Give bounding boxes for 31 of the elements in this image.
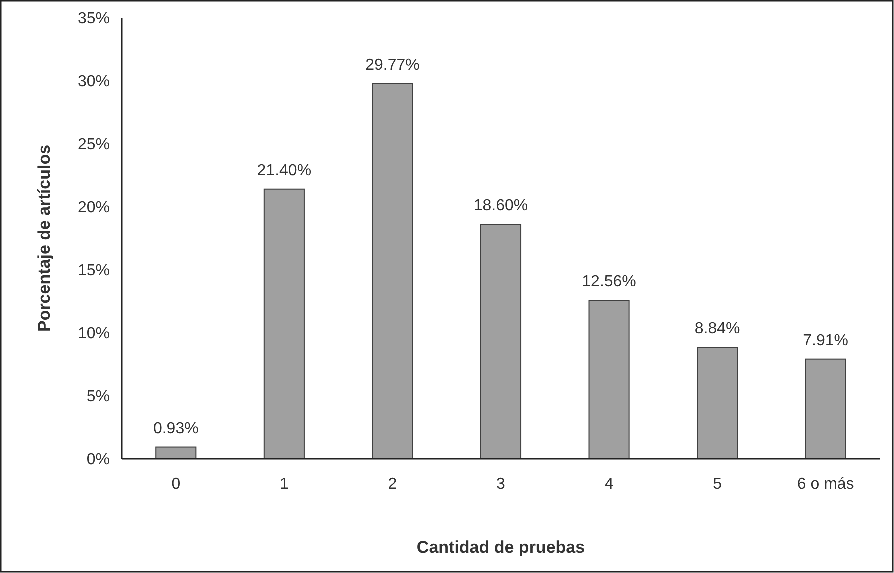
y-axis-title: Porcentaje de artículos <box>35 144 54 332</box>
bar <box>480 224 522 460</box>
data-label: 29.77% <box>366 56 420 74</box>
y-tick-label: 20% <box>78 200 110 217</box>
x-tick-label: 1 <box>280 476 289 493</box>
bar <box>264 188 305 460</box>
y-tick-label: 15% <box>78 262 110 280</box>
x-tick-label: 0 <box>172 476 181 493</box>
y-tick-label: 25% <box>78 136 110 154</box>
y-tick-label: 10% <box>78 326 110 343</box>
x-tick-label: 2 <box>388 476 398 493</box>
data-label: 0.93% <box>153 420 199 438</box>
data-label: 8.84% <box>694 320 740 338</box>
x-tick-label: 6 o más <box>797 476 854 493</box>
bar <box>697 347 738 460</box>
bar <box>156 446 197 460</box>
data-label: 18.60% <box>474 198 528 215</box>
bar <box>588 300 630 460</box>
data-label: 7.91% <box>803 332 849 350</box>
x-tick-label: 5 <box>713 476 722 493</box>
x-tick-label: 3 <box>496 476 506 493</box>
x-tick-label: 4 <box>604 476 614 493</box>
data-label: 21.40% <box>257 162 312 180</box>
data-label: 12.56% <box>582 274 636 291</box>
bar <box>805 358 846 460</box>
y-tick-label: 0% <box>86 452 110 469</box>
bar <box>372 83 414 460</box>
y-tick-label: 30% <box>78 74 110 91</box>
y-tick-label: 35% <box>78 10 110 28</box>
x-axis-title: Cantidad de pruebas <box>416 538 586 557</box>
y-tick-label: 5% <box>86 388 110 406</box>
